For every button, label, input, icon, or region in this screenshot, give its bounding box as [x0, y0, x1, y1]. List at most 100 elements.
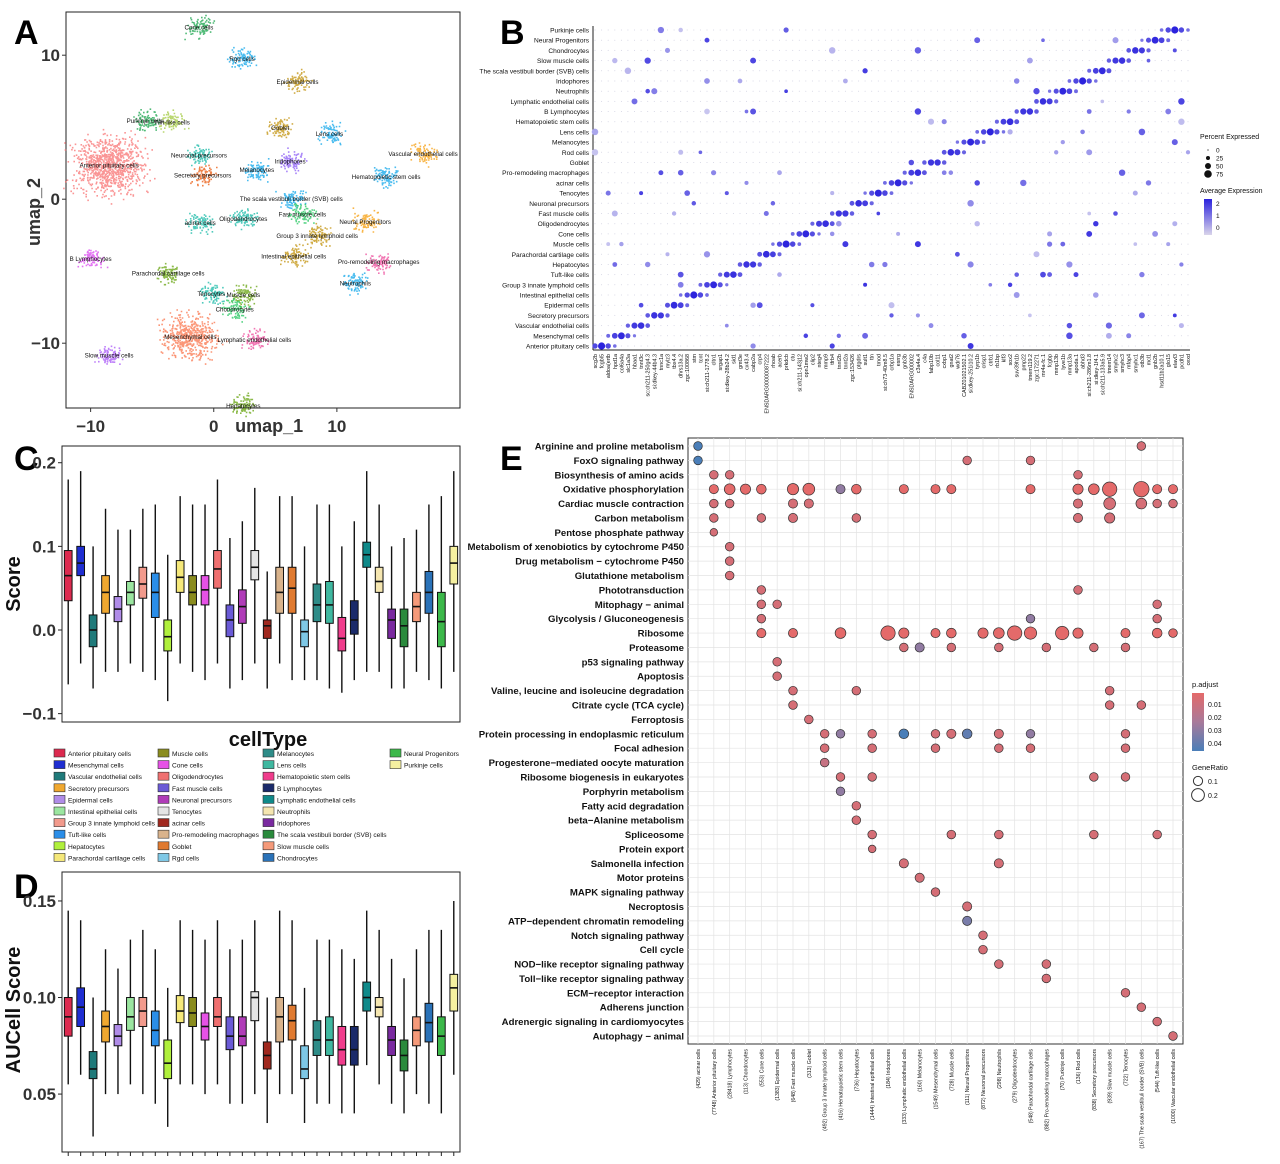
expression-dot: [673, 80, 675, 82]
expression-dot: [1148, 111, 1149, 112]
expression-dot: [726, 172, 728, 174]
expression-dot: [914, 108, 922, 115]
expression-dot: [752, 49, 754, 51]
expression-dot: [673, 151, 675, 153]
expression-dot: [777, 170, 782, 176]
box-body: [150, 1010, 160, 1047]
expression-dot: [607, 70, 609, 72]
umap-cluster-label: acinar cells: [185, 220, 216, 227]
enrichment-dot: [1025, 455, 1036, 466]
expression-dot: [1093, 221, 1099, 227]
expression-dot: [1075, 70, 1077, 72]
expression-dot: [647, 192, 649, 194]
umap-cluster-points: [373, 166, 399, 189]
expression-dot: [851, 29, 853, 31]
expression-dot: [864, 39, 866, 41]
expression-dot: [739, 314, 741, 316]
expression-dot: [680, 182, 682, 184]
expression-dot: [1178, 323, 1184, 329]
expression-dot: [1075, 162, 1077, 163]
expression-dot: [798, 100, 800, 102]
enrichment-dot: [788, 628, 798, 639]
expression-dot: [1003, 111, 1004, 112]
expression-dot: [1016, 284, 1018, 286]
expression-dot: [858, 162, 860, 163]
expression-dot: [1075, 213, 1077, 214]
expression-dot: [1187, 49, 1189, 51]
expression-dot: [1095, 335, 1097, 337]
gene-label: sid1: [731, 354, 737, 364]
legend-label: B Lymphocytes: [277, 786, 323, 793]
panel-letter-d: D: [14, 868, 39, 906]
expression-dot: [732, 284, 734, 286]
color-legend-bar: [1192, 693, 1204, 751]
expression-dot: [1128, 172, 1130, 174]
box-1: [63, 479, 73, 685]
expression-dot: [1036, 29, 1037, 31]
expression-dot: [950, 162, 952, 163]
expression-dot: [831, 243, 833, 245]
expression-dot: [1095, 100, 1097, 102]
expression-dot: [594, 121, 596, 123]
pathway-label: Oxidative phosphorylation: [563, 485, 684, 496]
x-tick-label: −10: [76, 417, 105, 436]
gene-label: ctrb1: [988, 354, 994, 366]
expression-dot: [1075, 284, 1077, 286]
expression-dot: [1101, 314, 1103, 316]
expression-dot: [877, 253, 879, 255]
expression-dot: [937, 121, 939, 123]
expression-dot: [1115, 172, 1116, 174]
box-21: [312, 504, 322, 681]
expression-dot: [614, 49, 616, 51]
expression-dot: [921, 170, 927, 176]
expression-dot: [963, 253, 965, 255]
enrichment-dot: [1152, 829, 1162, 840]
expression-dot: [718, 272, 723, 277]
box-body: [312, 1020, 322, 1056]
expression-dot: [1134, 111, 1136, 112]
expression-dot: [657, 312, 664, 319]
enrichment-dot: [867, 729, 877, 739]
expression-dot: [713, 80, 715, 82]
enrichment-dot: [1120, 988, 1131, 998]
umap-cluster-points: [186, 144, 213, 167]
box-13: [213, 920, 222, 1085]
pathway-label: Drug metabolism − cytochrome P450: [515, 557, 684, 568]
expression-dot: [647, 223, 649, 225]
expression-dot: [640, 233, 642, 235]
expression-dot: [706, 90, 708, 92]
expression-dot: [976, 264, 978, 265]
expression-dot: [1003, 60, 1004, 62]
expression-dot: [1049, 253, 1051, 255]
expression-dot: [673, 182, 675, 184]
expression-dot: [705, 293, 709, 297]
expression-dot: [838, 172, 840, 174]
expression-dot: [665, 302, 670, 308]
plot-frame-d: [61, 871, 461, 1153]
expression-dot: [884, 274, 886, 276]
expression-dot: [1101, 345, 1103, 347]
expression-dot: [772, 345, 774, 347]
expression-dot: [1062, 172, 1064, 174]
expression-dot: [943, 100, 945, 102]
expression-dot: [620, 284, 622, 286]
expression-dot: [719, 172, 721, 174]
expression-dot: [851, 335, 853, 337]
expression-dot: [963, 80, 965, 82]
expression-dot: [884, 162, 886, 163]
expression-dot: [963, 49, 965, 51]
expression-dot: [1141, 264, 1143, 265]
expression-dot: [989, 121, 991, 123]
expression-dot: [627, 80, 629, 82]
expression-dot: [1121, 121, 1123, 123]
gene-label: si:ch73-40m8.5: [883, 354, 889, 391]
expression-dot: [739, 243, 741, 245]
expression-dot: [937, 274, 939, 276]
expression-dot: [607, 253, 609, 255]
box-body: [349, 600, 359, 635]
expression-dot: [943, 253, 945, 255]
expression-dot: [858, 100, 860, 102]
umap-cluster-label: B Lymphocytes: [70, 256, 112, 263]
expression-dot: [805, 213, 807, 214]
expression-dot: [667, 172, 668, 174]
